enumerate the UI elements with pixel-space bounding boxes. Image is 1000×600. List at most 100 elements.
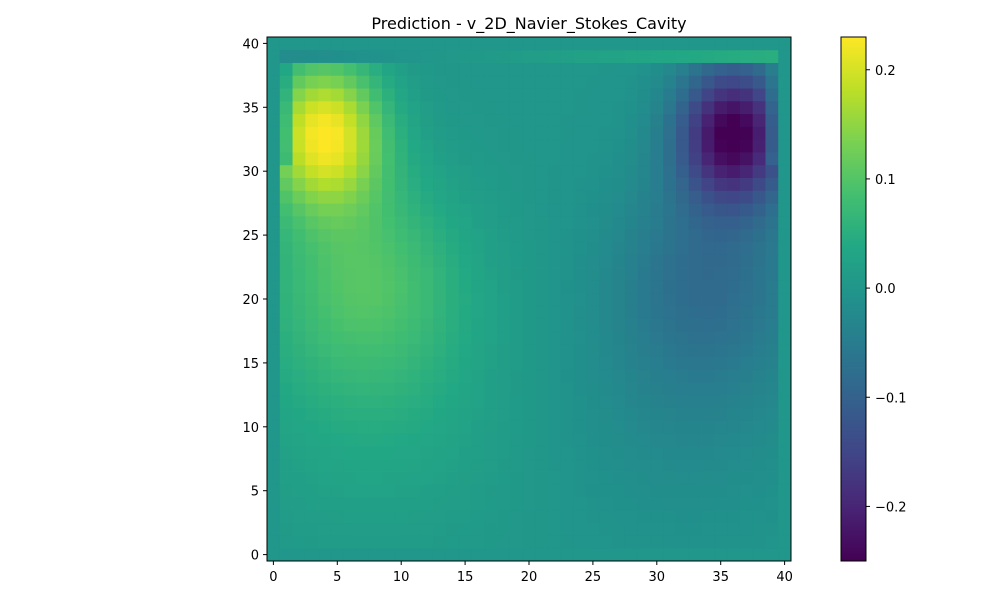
heatmap-cell xyxy=(560,343,575,357)
heatmap-cell xyxy=(497,330,511,345)
heatmap-cell xyxy=(573,126,587,140)
heatmap-cell xyxy=(407,203,421,217)
heatmap-cell xyxy=(420,279,434,294)
heatmap-cell xyxy=(509,522,524,536)
heatmap-cell xyxy=(497,292,511,306)
heatmap-cell xyxy=(663,292,677,306)
heatmap-cell xyxy=(573,75,587,89)
heatmap-cell xyxy=(522,305,536,319)
heatmap-cell xyxy=(535,190,549,204)
heatmap-cell xyxy=(292,548,306,562)
heatmap-cell xyxy=(420,420,434,434)
heatmap-cell xyxy=(369,382,383,396)
heatmap-cell xyxy=(560,394,575,409)
heatmap-cell xyxy=(356,318,370,332)
heatmap-cell xyxy=(778,318,792,332)
y-tick-label: 25 xyxy=(242,229,259,244)
heatmap-cell xyxy=(752,343,766,357)
heatmap-cell xyxy=(663,509,677,524)
heatmap-cell xyxy=(369,254,383,268)
heatmap-cell xyxy=(548,509,562,524)
heatmap-cell xyxy=(663,228,677,242)
heatmap-cell xyxy=(394,458,408,472)
heatmap-cell xyxy=(369,394,383,409)
heatmap-cell xyxy=(765,369,779,383)
heatmap-cell xyxy=(727,228,741,242)
heatmap-cell xyxy=(420,113,434,127)
heatmap-cell xyxy=(663,203,677,217)
heatmap-cell xyxy=(330,100,345,115)
heatmap-cell xyxy=(560,356,575,370)
heatmap-cell xyxy=(420,241,434,255)
heatmap-cell xyxy=(394,394,408,409)
heatmap-cell xyxy=(778,471,792,485)
heatmap-cell xyxy=(497,37,511,51)
heatmap-cell xyxy=(560,100,575,115)
heatmap-cell xyxy=(560,62,575,76)
heatmap-cell xyxy=(318,382,332,396)
heatmap-cell xyxy=(356,100,370,115)
heatmap-cell xyxy=(522,394,536,409)
heatmap-cell xyxy=(407,407,421,421)
heatmap-cell xyxy=(548,88,562,102)
heatmap-cell xyxy=(420,228,434,242)
heatmap-cell xyxy=(624,267,639,281)
heatmap-cell xyxy=(612,88,626,102)
heatmap-cell xyxy=(739,305,754,319)
heatmap-cell xyxy=(663,343,677,357)
heatmap-cell xyxy=(586,62,600,76)
heatmap-cell xyxy=(778,37,792,51)
heatmap-cell xyxy=(752,471,766,485)
heatmap-cell xyxy=(305,445,319,460)
heatmap-cell xyxy=(445,548,460,562)
heatmap-cell xyxy=(382,394,396,409)
heatmap-cell xyxy=(599,203,613,217)
heatmap-cell xyxy=(305,509,319,524)
heatmap-cell xyxy=(701,190,715,204)
heatmap-cell xyxy=(292,382,306,396)
heatmap-cell xyxy=(279,458,293,472)
heatmap-cell xyxy=(637,522,651,536)
heatmap-cell xyxy=(727,203,741,217)
heatmap-cell xyxy=(650,126,664,140)
heatmap-cell xyxy=(637,330,651,345)
heatmap-cell xyxy=(471,152,485,166)
heatmap-cell xyxy=(714,62,728,76)
heatmap-cell xyxy=(675,215,690,230)
heatmap-cell xyxy=(318,100,332,115)
heatmap-cell xyxy=(471,382,485,396)
heatmap-cell xyxy=(509,49,524,63)
heatmap-cell xyxy=(612,471,626,485)
heatmap-cell xyxy=(535,100,549,115)
heatmap-cell xyxy=(535,343,549,357)
heatmap-cell xyxy=(675,254,690,268)
heatmap-cell xyxy=(318,75,332,89)
heatmap-cell xyxy=(688,37,702,51)
heatmap-cell xyxy=(688,407,702,421)
heatmap-cell xyxy=(356,164,370,178)
heatmap-cell xyxy=(535,420,549,434)
heatmap-cell xyxy=(292,318,306,332)
heatmap-cell xyxy=(688,88,702,102)
heatmap-cell xyxy=(382,318,396,332)
heatmap-cell xyxy=(356,190,370,204)
heatmap-cell xyxy=(407,126,421,140)
heatmap-cell xyxy=(318,369,332,383)
heatmap-cell xyxy=(663,330,677,345)
heatmap-cell xyxy=(369,484,383,498)
heatmap-cell xyxy=(612,254,626,268)
heatmap-cell xyxy=(330,254,345,268)
heatmap-cell xyxy=(560,407,575,421)
heatmap-cell xyxy=(407,318,421,332)
heatmap-cell xyxy=(382,203,396,217)
heatmap-cell xyxy=(586,548,600,562)
heatmap-cell xyxy=(752,382,766,396)
heatmap-cell xyxy=(318,535,332,549)
heatmap-cell xyxy=(497,152,511,166)
heatmap-cell xyxy=(701,292,715,306)
heatmap-cell xyxy=(752,394,766,409)
heatmap-cell xyxy=(599,215,613,230)
heatmap-cell xyxy=(420,292,434,306)
heatmap-cell xyxy=(484,139,498,153)
heatmap-cell xyxy=(624,484,639,498)
